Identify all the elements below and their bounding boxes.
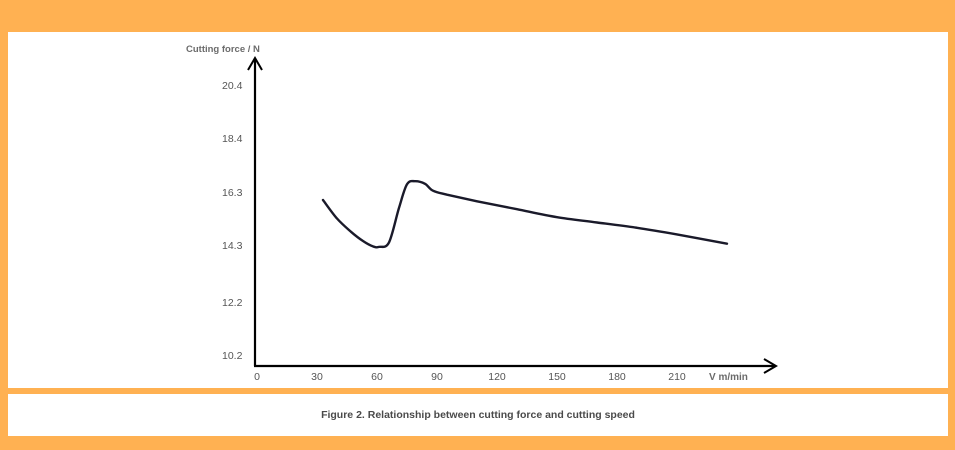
y-tick-label: 12.2 <box>222 297 243 309</box>
series-line <box>321 179 729 249</box>
x-tick-label: 60 <box>371 371 383 383</box>
y-axis-arrowhead <box>247 56 263 71</box>
y-tick-label: 14.3 <box>222 240 243 252</box>
caption-panel: Figure 2. Relationship between cutting f… <box>8 394 948 436</box>
x-axis-arrowhead <box>763 358 778 374</box>
chart-axes <box>247 56 778 374</box>
x-tick-label: 180 <box>608 371 626 383</box>
y-tick-label: 16.3 <box>222 187 243 199</box>
x-tick-label: 120 <box>488 371 506 383</box>
x-axis-title: V m/min <box>709 372 748 383</box>
y-axis-title: Cutting force / N <box>186 44 260 55</box>
x-tick-label: 90 <box>431 371 443 383</box>
y-tick-labels: 10.2 12.2 14.3 16.3 18.4 20.4 <box>222 80 243 362</box>
x-tick-label: 210 <box>668 371 686 383</box>
x-tick-label: 0 <box>254 371 260 383</box>
figure-caption: Figure 2. Relationship between cutting f… <box>321 409 635 421</box>
chart-panel: Cutting force / N V m/min 10.2 12.2 14.3 16… <box>8 32 948 388</box>
data-series <box>321 179 729 249</box>
x-tick-label: 150 <box>548 371 566 383</box>
x-tick-label: 30 <box>311 371 323 383</box>
y-tick-label: 18.4 <box>222 133 243 145</box>
x-tick-labels: 0 30 60 90 120 150 180 210 <box>254 371 686 383</box>
y-tick-label: 10.2 <box>222 350 243 362</box>
y-tick-label: 20.4 <box>222 80 243 92</box>
line-chart: Cutting force / N V m/min 10.2 12.2 14.3 16… <box>186 44 778 383</box>
